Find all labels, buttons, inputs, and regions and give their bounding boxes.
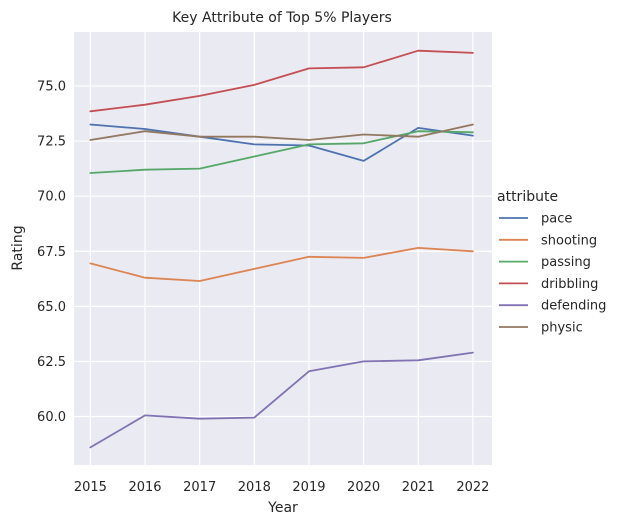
legend-label-defending: defending <box>541 299 606 314</box>
x-tick-label: 2015 <box>74 480 107 495</box>
x-tick-label: 2021 <box>402 480 435 495</box>
y-tick-label: 70.0 <box>37 190 66 205</box>
legend-label-pace: pace <box>541 212 572 227</box>
series-line-dribbling <box>89 49 474 113</box>
y-tick-label: 65.0 <box>37 300 66 315</box>
x-tick-label: 2018 <box>238 480 271 495</box>
y-tick-label: 75.0 <box>37 79 66 94</box>
legend-title: attribute <box>497 189 558 205</box>
legend-label-physic: physic <box>541 321 583 336</box>
y-tick-label: 67.5 <box>37 245 66 260</box>
legend-label-dribbling: dribbling <box>541 277 598 292</box>
legend: attribute pace shooting passing dribbling de… <box>497 189 606 336</box>
y-tick-label: 72.5 <box>37 135 66 150</box>
legend-label-shooting: shooting <box>541 233 597 248</box>
legend-label-passing: passing <box>541 255 591 270</box>
series-line-shooting <box>89 246 474 282</box>
y-axis-label: Rating <box>10 225 26 270</box>
x-tick-label: 2016 <box>128 480 161 495</box>
x-tick-label: 2022 <box>456 480 489 495</box>
x-tick-label: 2019 <box>292 480 325 495</box>
x-axis-label: Year <box>267 500 298 516</box>
y-tick-labels: 60.0 62.5 65.0 67.5 70.0 72.5 75.0 <box>37 79 66 425</box>
series-line-physic <box>89 123 474 141</box>
y-tick-label: 60.0 <box>37 410 66 425</box>
series-line-defending <box>89 351 474 449</box>
x-tick-label: 2017 <box>183 480 216 495</box>
x-tick-label: 2020 <box>347 480 380 495</box>
series-lines <box>89 49 474 449</box>
x-tick-labels: 2015 2016 2017 2018 2019 2020 2021 2022 <box>74 480 490 495</box>
series-line-passing <box>89 130 474 174</box>
y-tick-label: 62.5 <box>37 355 66 370</box>
chart-title: Key Attribute of Top 5% Players <box>172 10 392 26</box>
